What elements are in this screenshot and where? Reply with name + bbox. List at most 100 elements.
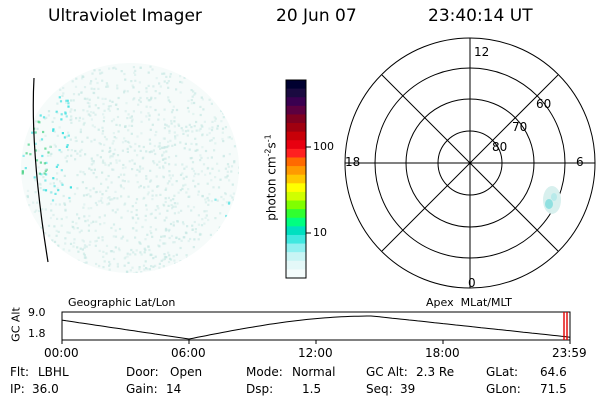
emission-pixel: [214, 142, 217, 145]
gain-value: 14: [166, 382, 182, 396]
emission-pixel: [124, 78, 127, 81]
emission-pixel: [78, 231, 81, 234]
emission-pixel: [91, 159, 94, 162]
emission-pixel: [160, 146, 163, 149]
emission-pixel: [135, 198, 139, 201]
colorbar-band: [286, 131, 306, 141]
emission-pixel: [49, 191, 52, 194]
emission-pixel: [75, 77, 78, 80]
emission-pixel: [52, 128, 55, 131]
emission-pixel: [90, 80, 93, 83]
emission-pixel: [179, 80, 182, 84]
emission-pixel: [165, 124, 168, 127]
emission-pixel: [224, 192, 227, 195]
emission-pixel: [55, 110, 58, 113]
emission-pixel: [174, 135, 177, 138]
emission-pixel: [214, 217, 217, 220]
emission-pixel: [76, 246, 79, 249]
emission-pixel: [149, 65, 152, 68]
emission-pixel: [81, 140, 84, 143]
emission-pixel: [135, 174, 138, 177]
emission-pixel: [64, 237, 67, 240]
emission-pixel: [157, 145, 160, 148]
emission-pixel: [102, 159, 105, 162]
emission-pixel: [166, 82, 169, 85]
emission-pixel: [133, 272, 136, 273]
emission-pixel: [217, 186, 221, 189]
emission-pixel: [149, 142, 152, 145]
lat-label-70: 70: [512, 120, 528, 134]
emission-pixel: [109, 105, 112, 108]
colorbar-band: [286, 200, 306, 210]
emission-pixel: [133, 149, 136, 152]
emission-pixel: [109, 250, 113, 253]
emission-pixel: [74, 140, 77, 143]
mlt-label-18: 18: [345, 155, 361, 169]
emission-pixel: [112, 168, 115, 171]
emission-pixel: [172, 221, 175, 224]
emission-pixel: [69, 110, 72, 113]
emission-pixel: [145, 177, 148, 180]
emission-pixel: [139, 251, 142, 254]
emission-pixel: [163, 137, 166, 140]
emission-pixel: [180, 127, 183, 130]
emission-pixel: [147, 112, 150, 115]
emission-pixel: [162, 258, 165, 261]
emission-pixel: [169, 199, 172, 202]
emission-pixel: [98, 142, 101, 145]
glat-label: GLat:: [486, 365, 519, 379]
emission-pixel: [168, 228, 171, 231]
emission-pixel: [186, 106, 190, 110]
emission-pixel: [188, 148, 191, 151]
emission-pixel: [194, 149, 197, 152]
emission-pixel: [212, 186, 215, 189]
emission-pixel: [108, 146, 112, 149]
emission-pixel: [51, 239, 54, 242]
emission-pixel: [138, 99, 141, 102]
emission-pixel: [190, 209, 193, 212]
emission-pixel: [166, 182, 169, 185]
emission-pixel: [87, 193, 90, 196]
colorbar-band: [286, 234, 306, 245]
emission-pixel: [126, 147, 129, 150]
emission-pixel: [164, 161, 167, 164]
emission-pixel: [119, 173, 123, 176]
emission-pixel: [176, 202, 179, 205]
emission-pixel: [140, 253, 143, 256]
emission-pixel: [185, 232, 188, 235]
emission-pixel: [83, 244, 87, 247]
emission-pixel: [225, 176, 228, 179]
emission-pixel: [222, 198, 225, 201]
apex-caption: Apex MLat/MLT: [426, 296, 512, 309]
emission-pixel: [116, 87, 119, 90]
emission-pixel: [124, 166, 127, 169]
earth-image[interactable]: [21, 63, 240, 275]
emission-pixel: [145, 208, 148, 211]
emission-pixel: [121, 149, 124, 152]
dsp-value: 1.5: [302, 382, 322, 396]
emission-pixel: [121, 167, 125, 170]
emission-pixel: [38, 182, 41, 185]
emission-pixel: [103, 214, 106, 217]
emission-pixel: [106, 203, 109, 206]
emission-pixel: [131, 217, 135, 220]
emission-pixel: [69, 118, 72, 121]
emission-pixel: [29, 153, 32, 156]
emission-pixel: [229, 194, 232, 197]
emission-pixel: [204, 173, 207, 176]
emission-pixel: [102, 120, 105, 123]
emission-pixel: [150, 150, 153, 153]
emission-pixel: [68, 249, 71, 252]
emission-pixel: [147, 71, 150, 74]
emission-pixel: [237, 171, 239, 175]
emission-pixel: [108, 109, 111, 112]
emission-pixel: [112, 132, 115, 135]
emission-pixel: [87, 113, 90, 116]
emission-pixel: [64, 209, 67, 212]
emission-pixel: [83, 173, 86, 176]
polar-plot[interactable]: [344, 37, 596, 289]
emission-pixel: [124, 256, 127, 259]
emission-pixel: [195, 143, 198, 146]
emission-pixel: [74, 85, 78, 88]
emission-pixel: [163, 72, 166, 75]
